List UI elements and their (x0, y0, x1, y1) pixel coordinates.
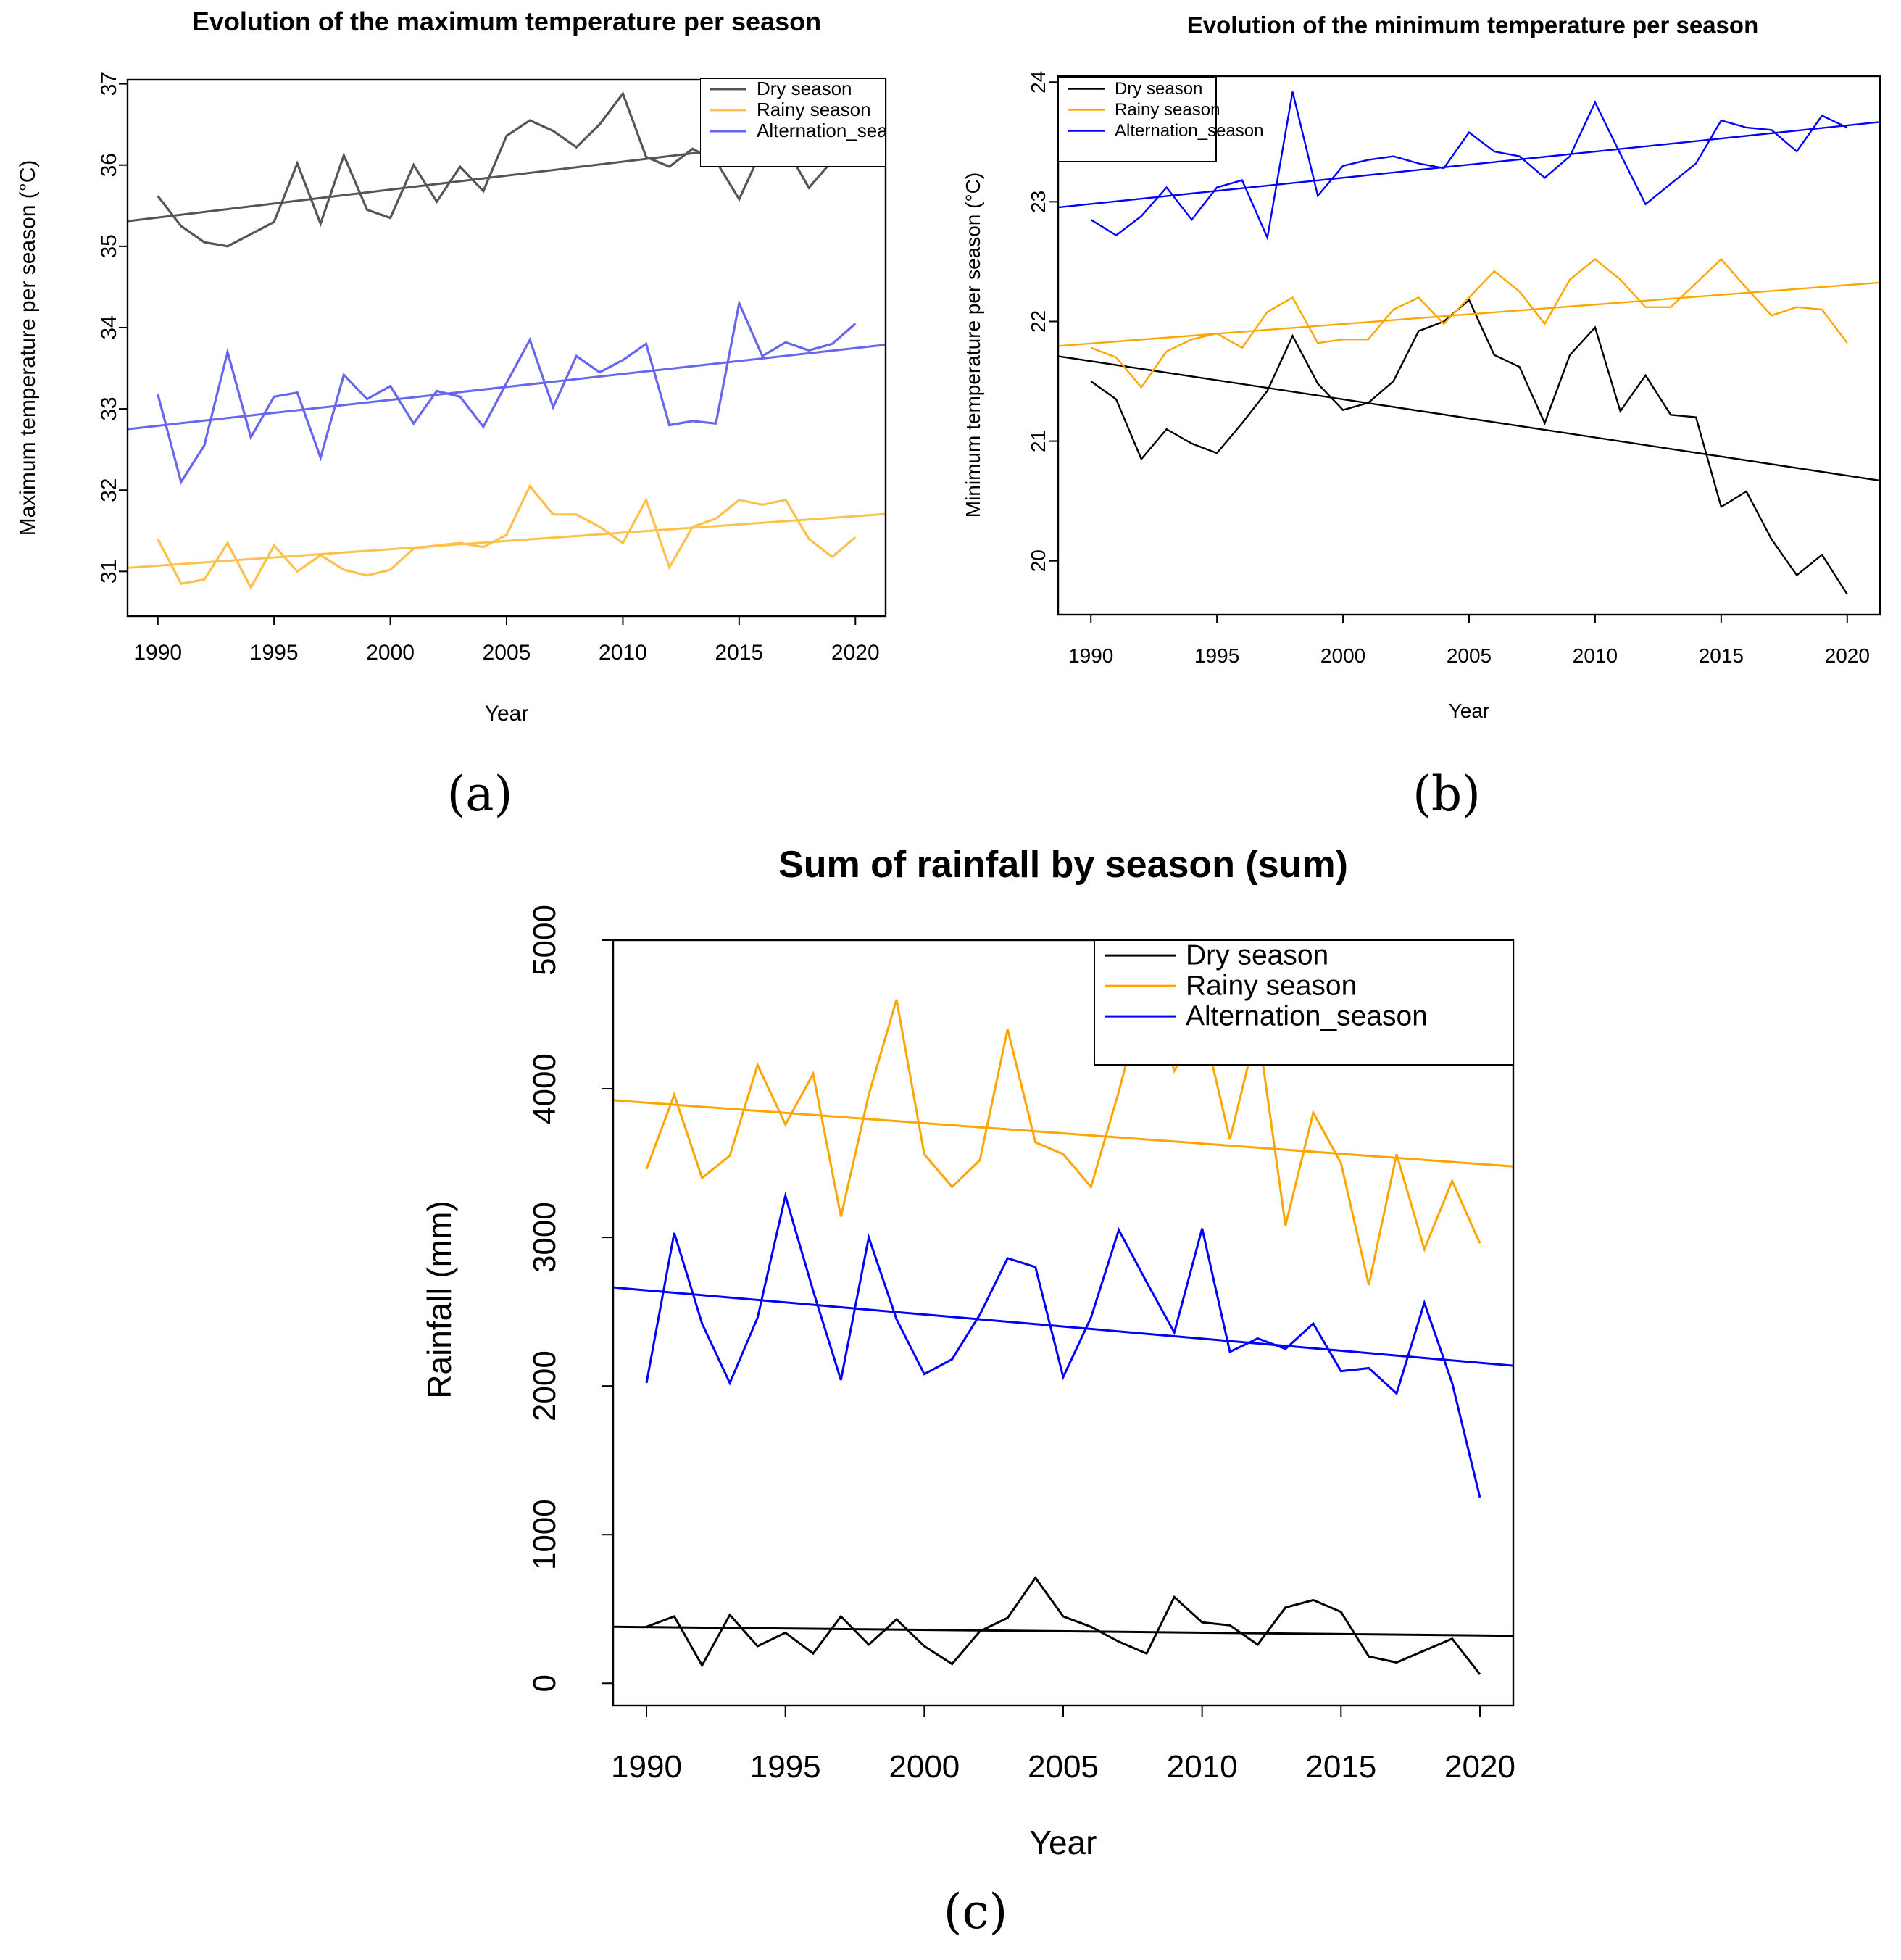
x-tick-label: 2005 (483, 641, 531, 665)
series-line-1 (645, 981, 1481, 1286)
legend-label-1: Rainy season (1186, 971, 1357, 1002)
y-tick-label: 37 (97, 72, 121, 96)
y-tick-label: 20 (1027, 549, 1049, 572)
chart-title: Evolution of the minimum temperature per… (1187, 12, 1758, 38)
y-tick-label: 5000 (527, 905, 562, 976)
y-tick-label: 36 (97, 153, 121, 177)
trend-line-1 (1058, 281, 1880, 347)
y-tick-label: 31 (97, 560, 121, 584)
chart-title: Sum of rainfall by season (sum) (778, 844, 1348, 886)
panel-label-a: (a) (447, 766, 513, 822)
chart-b: Evolution of the minimum temperature per… (962, 12, 1881, 722)
series-line-2 (645, 1191, 1481, 1498)
y-tick-label: 4000 (527, 1053, 562, 1124)
legend-box (1094, 939, 1514, 1066)
panel-label-c: (c) (944, 1884, 1007, 1940)
y-tick-label: 33 (97, 396, 121, 420)
trend-line-0 (613, 1625, 1513, 1637)
y-tick-label: 22 (1027, 310, 1049, 333)
y-axis-label: Rainfall (mm) (420, 1200, 458, 1398)
x-tick-label: 2015 (1699, 644, 1744, 667)
y-tick-label: 24 (1027, 71, 1049, 94)
x-tick-label: 2010 (1573, 644, 1618, 667)
x-tick-label: 2005 (1028, 1749, 1099, 1785)
trend-line-0 (1058, 355, 1880, 482)
legend-label-2: Alternation_season (1115, 121, 1263, 141)
legend-label-2: Alternation_sea (757, 120, 888, 141)
series-line-0 (1090, 298, 1848, 595)
panel-label-b: (b) (1413, 766, 1481, 822)
plot-area (128, 91, 886, 591)
y-tick-label: 35 (97, 234, 121, 258)
y-tick-label: 23 (1027, 191, 1049, 213)
series-line-2 (157, 299, 857, 485)
x-axis-label: Year (1449, 699, 1490, 722)
plot-area (1058, 91, 1880, 595)
x-tick-label: 2000 (366, 641, 415, 665)
chart-a: Evolution of the maximum temperature per… (16, 7, 888, 726)
legend-label-1: Rainy season (1115, 100, 1220, 120)
legend-label-1: Rainy season (757, 99, 871, 120)
legend-label-0: Dry season (757, 78, 852, 99)
y-tick-label: 32 (97, 478, 121, 502)
series-line-1 (157, 483, 857, 591)
trend-line-2 (613, 1286, 1513, 1367)
y-tick-label: 3000 (527, 1202, 562, 1273)
y-tick-label: 34 (97, 315, 121, 339)
y-axis-label: Maximum temperature per season (°C) (16, 160, 40, 536)
legend-box (1057, 77, 1217, 162)
plot-area (613, 981, 1513, 1675)
y-tick-label: 0 (527, 1674, 562, 1692)
trend-line-1 (128, 512, 886, 569)
x-axis-label: Year (485, 702, 529, 726)
chart-c: Sum of rainfall by season (sum) 1990 1995 2… (420, 844, 1515, 1861)
y-axis-label: Minimum temperature per season (°C) (962, 173, 984, 518)
x-tick-label: 2015 (1305, 1749, 1376, 1785)
series-line-0 (646, 1576, 1481, 1675)
x-tick-label: 2010 (1167, 1749, 1238, 1785)
chart-title: Evolution of the maximum temperature per… (192, 7, 821, 36)
x-tick-label: 2015 (715, 641, 763, 665)
y-tick-label: 2000 (527, 1350, 562, 1421)
x-tick-label: 1995 (750, 1749, 821, 1785)
legend-box (700, 78, 886, 167)
x-tick-label: 2020 (1825, 644, 1870, 667)
y-tick-label: 21 (1027, 430, 1049, 452)
trend-line-1 (613, 1099, 1513, 1168)
x-tick-label: 2000 (1320, 644, 1365, 667)
y-tick-label: 1000 (527, 1499, 562, 1570)
x-tick-label: 2010 (599, 641, 647, 665)
x-tick-label: 1990 (1068, 644, 1113, 667)
trend-line-2 (1058, 121, 1880, 209)
legend-label-0: Dry season (1186, 940, 1328, 971)
legend-label-2: Alternation_season (1186, 1001, 1428, 1032)
x-tick-label: 1995 (1194, 644, 1239, 667)
x-tick-label: 2000 (889, 1749, 960, 1785)
x-tick-label: 2020 (1444, 1749, 1515, 1785)
x-axis-label: Year (1030, 1824, 1097, 1861)
x-tick-label: 2005 (1447, 644, 1492, 667)
x-tick-label: 1990 (133, 641, 182, 665)
x-tick-label: 1995 (250, 641, 299, 665)
series-line-2 (1090, 91, 1848, 241)
legend-label-0: Dry season (1115, 79, 1202, 99)
x-tick-label: 2020 (831, 641, 880, 665)
series-line-0 (157, 91, 857, 248)
trend-line-2 (128, 344, 886, 431)
x-tick-label: 1990 (611, 1749, 682, 1785)
